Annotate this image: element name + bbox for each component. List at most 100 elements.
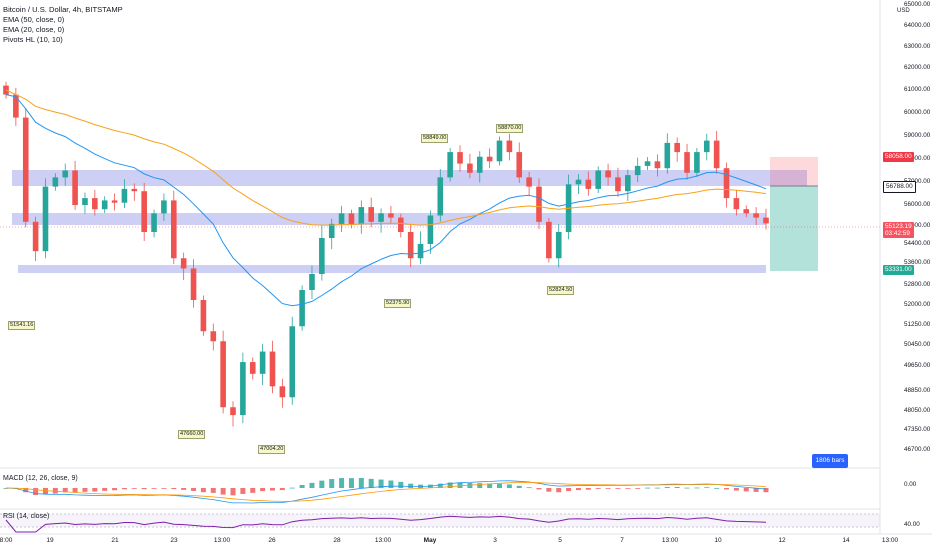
candle-body xyxy=(703,140,710,153)
rsi-band xyxy=(0,514,880,527)
candle xyxy=(279,378,286,408)
candle xyxy=(249,357,256,380)
macd-histogram-bar xyxy=(546,488,552,492)
macd-histogram-bar xyxy=(33,488,39,496)
macd-histogram-bar xyxy=(743,488,749,492)
rsi-line xyxy=(5,515,767,533)
candle-body xyxy=(733,198,740,210)
target-price-badge: 53331.00 xyxy=(883,265,914,275)
candle xyxy=(417,231,424,265)
entry-price-badge: 56788.00 xyxy=(883,181,916,193)
candle xyxy=(625,169,631,201)
candle xyxy=(723,162,730,208)
ema50-legend[interactable]: EMA (50, close, 0) xyxy=(3,15,65,24)
candle xyxy=(378,208,384,233)
candle xyxy=(358,200,365,234)
macd-histogram-bar xyxy=(240,488,246,494)
macd-histogram-bar xyxy=(654,487,660,489)
candle-body xyxy=(82,198,88,205)
candle-body xyxy=(220,341,226,408)
time-tick: 28 xyxy=(333,537,341,544)
candle xyxy=(220,330,226,414)
candle-body xyxy=(575,179,582,185)
bar-countdown: 03:42:59 xyxy=(885,230,910,237)
time-tick: 3 xyxy=(493,537,497,544)
candle-body xyxy=(625,175,631,192)
candle xyxy=(319,225,325,281)
candle-body xyxy=(644,161,651,166)
candle-body xyxy=(111,200,118,203)
macd-histogram-bar xyxy=(200,488,206,493)
candle-body xyxy=(319,238,325,274)
candle-body xyxy=(62,170,69,178)
price-tick: 64000.00 xyxy=(904,22,931,29)
macd-histogram-bar xyxy=(595,488,601,489)
price-tick: 65000.00 xyxy=(904,1,931,8)
candle-body xyxy=(615,177,621,192)
candle-body xyxy=(230,407,236,416)
candle-body xyxy=(654,161,661,169)
price-tick: 56000.00 xyxy=(904,201,931,208)
candle xyxy=(161,193,167,221)
candle xyxy=(733,189,740,216)
candle xyxy=(585,171,592,196)
macd-histogram-bar xyxy=(664,487,670,488)
candle-body xyxy=(674,142,680,153)
macd-histogram-bar xyxy=(753,488,759,492)
macd-histogram-bar xyxy=(408,483,414,488)
candle xyxy=(190,259,197,308)
macd-histogram-bar xyxy=(171,488,177,490)
candle-body xyxy=(694,152,700,173)
price-tick: 53600.00 xyxy=(904,259,931,266)
candle-body xyxy=(743,209,750,214)
take-profit-area xyxy=(770,186,818,271)
time-tick: 13:00 xyxy=(213,537,231,544)
candle-body xyxy=(141,191,147,232)
candle xyxy=(743,205,750,218)
rsi-label[interactable]: RSI (14, close) xyxy=(3,513,50,520)
pivot-label: 47004.20 xyxy=(258,445,286,454)
macd-label[interactable]: MACD (12, 26, close, 9) xyxy=(3,475,78,482)
candle xyxy=(694,147,700,177)
candle xyxy=(92,189,98,216)
candle xyxy=(200,295,207,336)
macd-histogram-bar xyxy=(299,485,305,488)
candle xyxy=(664,133,671,174)
price-tick: 57000.00 xyxy=(904,178,931,185)
candle xyxy=(713,130,720,174)
price-tick: 48850.00 xyxy=(904,387,931,394)
ema20-legend[interactable]: EMA (20, close, 0) xyxy=(3,25,65,34)
macd-histogram-bar xyxy=(52,488,58,494)
candle-body xyxy=(151,213,157,232)
mid-zone xyxy=(12,213,766,225)
candle-body xyxy=(368,207,374,222)
time-tick: 8:00 xyxy=(0,537,13,544)
bars-count-button[interactable]: 1806 bars xyxy=(812,454,848,468)
candle-body xyxy=(101,200,108,210)
candle-body xyxy=(190,268,197,300)
candle xyxy=(269,340,276,394)
candle-body xyxy=(417,244,424,259)
candle-body xyxy=(634,165,641,176)
macd-histogram-bar xyxy=(694,487,700,489)
price-tick: 46700.00 xyxy=(904,446,931,453)
macd-histogram-bar xyxy=(279,488,285,491)
candle xyxy=(62,163,69,186)
candle-body xyxy=(348,213,355,224)
macd-histogram-bar xyxy=(210,488,216,493)
candle xyxy=(42,178,49,259)
candle-body xyxy=(506,140,513,153)
macd-histogram-bar xyxy=(704,487,710,489)
candle-body xyxy=(526,177,532,187)
pivots-legend[interactable]: Pivots HL (10, 10) xyxy=(3,35,63,44)
time-tick: 14 xyxy=(842,537,850,544)
candle-body xyxy=(279,386,286,398)
macd-histogram-bar xyxy=(733,488,739,491)
candle xyxy=(565,174,572,240)
candle xyxy=(526,171,532,197)
price-tick: 54400.00 xyxy=(904,240,931,247)
candle xyxy=(348,209,355,229)
stop-price-badge: 58058.00 xyxy=(883,152,914,162)
macd-histogram-bar xyxy=(763,488,769,493)
